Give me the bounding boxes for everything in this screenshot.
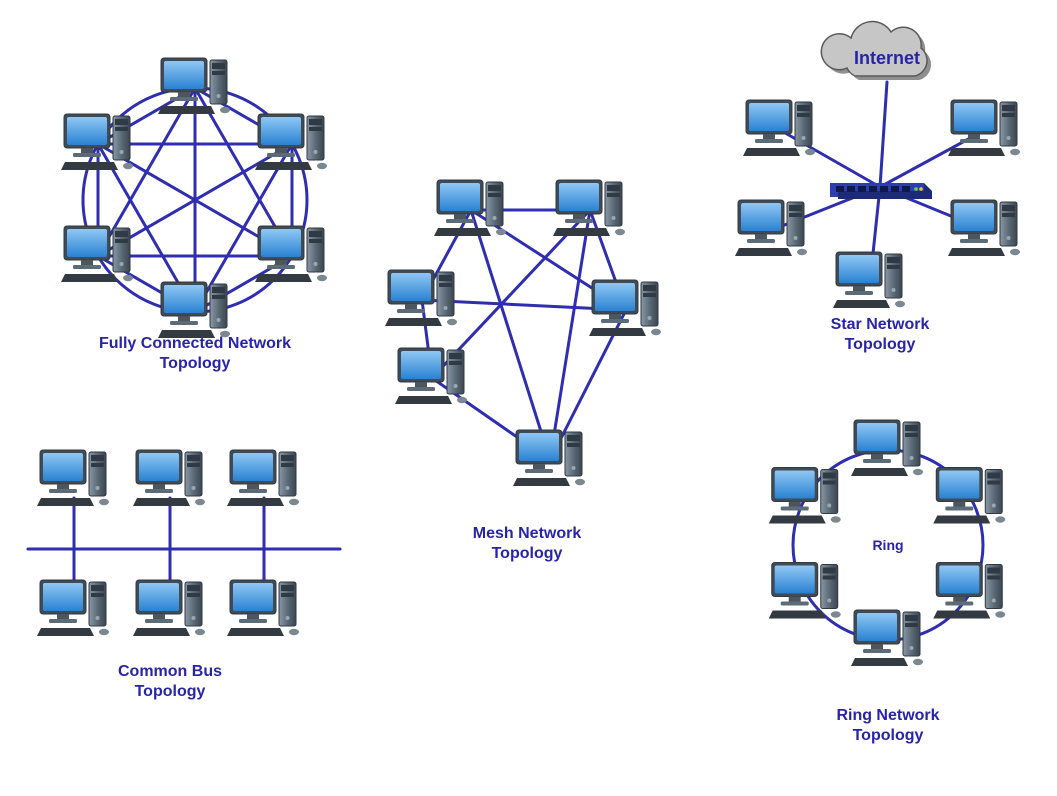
bus-topology: Common Bus Topology — [28, 450, 340, 700]
network-topologies-diagram: Fully Connected NetworkTopologyCommon Bu… — [0, 0, 1057, 796]
computer-icon — [158, 282, 230, 338]
computer-icon — [769, 563, 841, 619]
svg-text:Topology: Topology — [492, 545, 563, 562]
svg-text:Topology: Topology — [160, 355, 231, 372]
computer-icon — [589, 280, 661, 336]
computer-icon — [133, 580, 205, 636]
cloud-label: Internet — [854, 48, 920, 68]
mesh-title: Mesh Network Topology — [473, 525, 582, 562]
svg-text:Star Network: Star Network — [831, 316, 930, 333]
computer-icon — [743, 100, 815, 156]
ring-topology: Ring Ring Network Topology — [769, 420, 1006, 744]
svg-text:Topology: Topology — [135, 683, 206, 700]
svg-text:Fully Connected Network: Fully Connected Network — [99, 335, 291, 352]
computer-icon — [37, 580, 109, 636]
svg-text:Topology: Topology — [845, 336, 916, 353]
computer-icon — [434, 180, 506, 236]
computer-icon — [851, 610, 923, 666]
svg-text:Ring Network: Ring Network — [836, 707, 939, 724]
computer-icon — [255, 226, 327, 282]
fully-connected-topology: Fully Connected Network Topology — [61, 58, 327, 372]
computer-icon — [833, 252, 905, 308]
computer-icon — [933, 563, 1005, 619]
computer-icon — [933, 468, 1005, 524]
computer-icon — [948, 200, 1020, 256]
computer-icon — [227, 580, 299, 636]
bus-title: Common Bus Topology — [118, 663, 222, 700]
computer-icon — [769, 468, 841, 524]
ring-center-label: Ring — [872, 537, 903, 553]
star-topology: Internet Star Network Topology — [735, 22, 1020, 353]
svg-text:Mesh Network: Mesh Network — [473, 525, 582, 542]
star-title: Star Network Topology — [831, 316, 930, 353]
computer-icon — [553, 180, 625, 236]
svg-text:Topology: Topology — [853, 727, 924, 744]
ring-title: Ring Network Topology — [836, 707, 939, 744]
computer-icon — [61, 226, 133, 282]
computer-icon — [948, 100, 1020, 156]
mesh-topology: Mesh Network Topology — [385, 180, 661, 562]
switch-icon — [830, 183, 932, 199]
svg-text:Common Bus: Common Bus — [118, 663, 222, 680]
fully-connected-title: Fully Connected Network Topology — [99, 335, 291, 372]
computer-icon — [385, 270, 457, 326]
computer-icon — [735, 200, 807, 256]
computer-icon — [851, 420, 923, 476]
computer-icon — [513, 430, 585, 486]
